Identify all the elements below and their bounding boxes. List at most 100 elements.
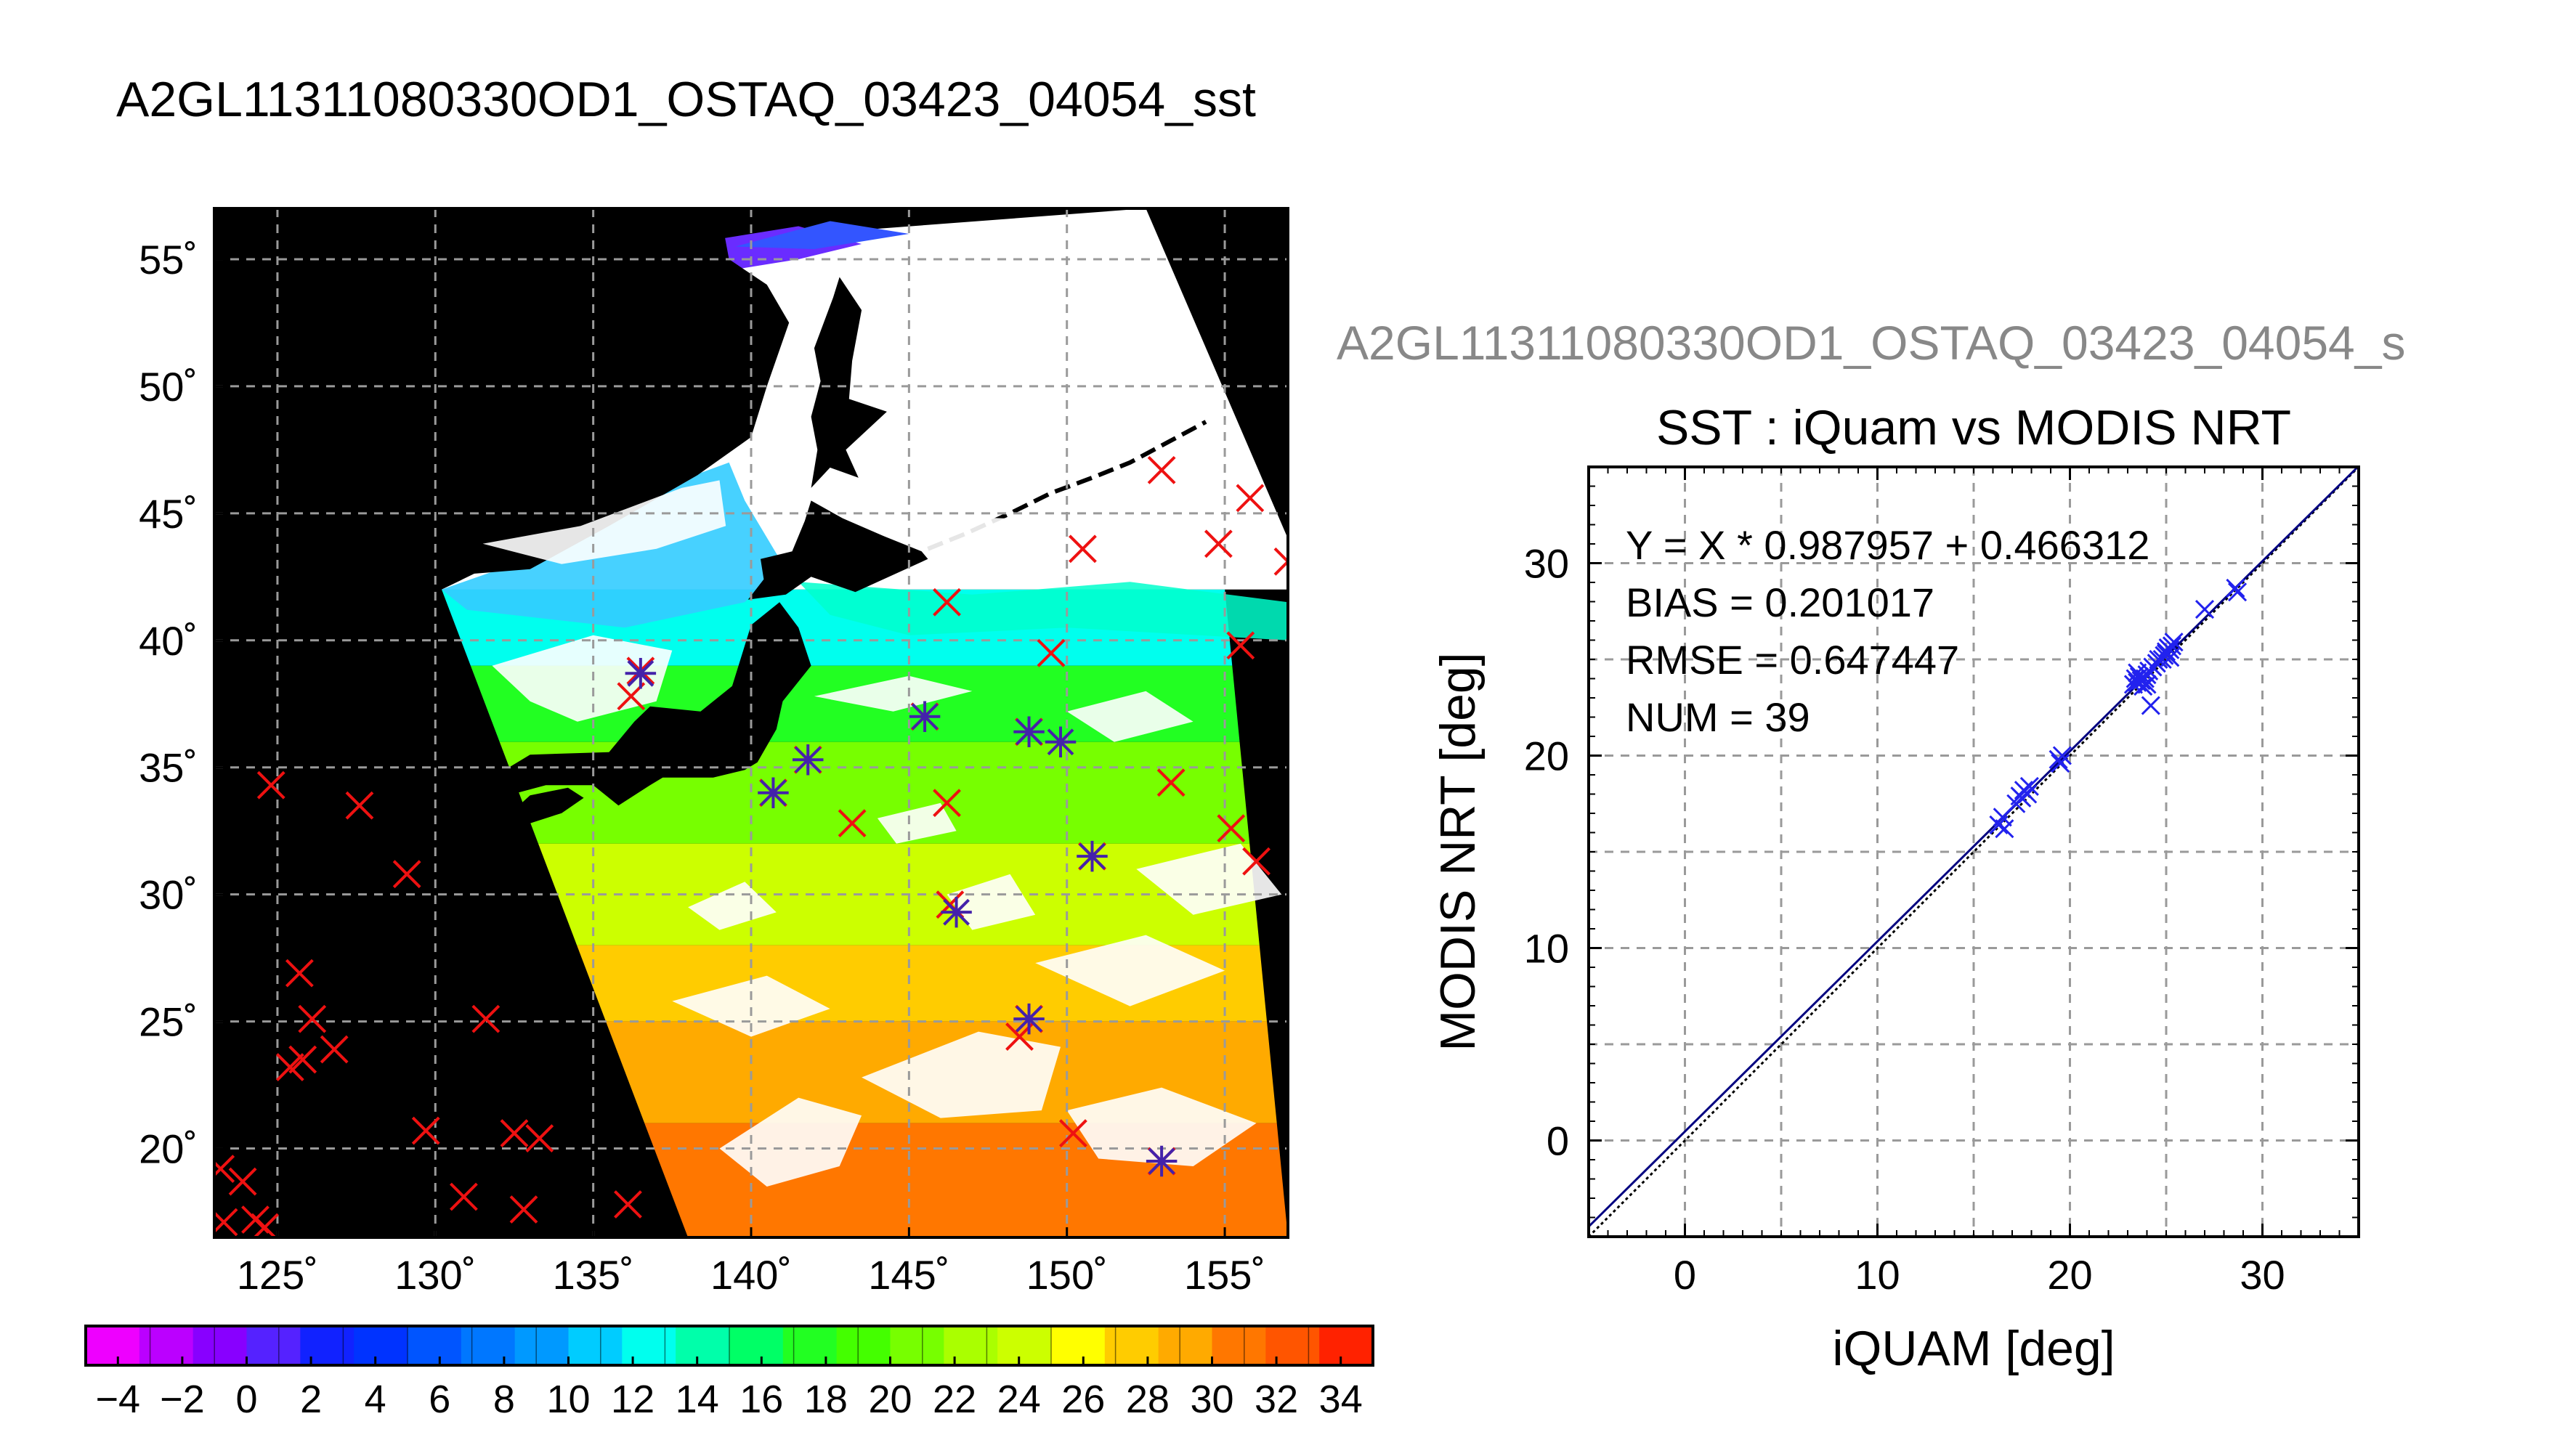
colorbar-segment [1104,1326,1159,1365]
scatter-x-tick-label: 20 [2047,1252,2092,1298]
map-y-tick-label: 30˚ [139,872,198,918]
main-title: A2GL11311080330OD1_OSTAQ_03423_04054_sst [116,72,1256,127]
matchup-marker [909,701,941,732]
cloud-patch [862,503,1194,564]
scatter-point [2147,654,2166,673]
scatter-point [2123,675,2144,694]
colorbar-tick-label: −4 [96,1378,141,1421]
colorbar-segment [1051,1326,1106,1365]
iquam-marker [345,791,374,820]
cloud-patch [1066,691,1194,742]
iquam-marker [1058,1119,1087,1147]
matchup-marker [793,744,824,776]
scatter-point [1993,808,2012,827]
scatter-ylabel: MODIS NRT [deg] [1430,652,1486,1051]
iquam-marker [1156,768,1186,797]
matchup-marker [941,896,972,928]
colorbar-tick-label: 14 [676,1378,719,1421]
land-sakhalin [811,277,887,488]
map-y-tick-label: 25˚ [139,999,198,1045]
colorbar-tick-label: 16 [739,1378,783,1421]
cloud-patch [1035,935,1225,1006]
iquam-marker [1226,631,1255,660]
iquam-marker [1069,534,1097,564]
scatter-y-tick-label: 0 [1547,1118,1569,1164]
iquam-marker [411,1116,440,1145]
cloud-patch [814,675,973,712]
map-x-tick-label: 125˚ [237,1252,318,1298]
colorbar-segment [354,1326,408,1365]
map-x-tick-label: 140˚ [710,1252,792,1298]
map-x-tick-label: 130˚ [394,1252,476,1298]
scatter-outer-title: A2GL11311080330OD1_OSTAQ_03423_04054_s [1337,316,2405,370]
colorbar-segment [997,1326,1052,1365]
scatter-point [2226,578,2245,598]
colorbar-segment [782,1326,838,1365]
cloud-patch [1136,843,1282,915]
scatter-plot: SST : iQuam vs MODIS NRT 0 10 20 300102030 … [1430,400,2360,1376]
colorbar-segment [890,1326,944,1365]
iquam-marker [1242,847,1271,876]
colorbar-tick-label: 28 [1126,1378,1170,1421]
land-kyushu [429,792,493,867]
colorbar-segment [1212,1326,1266,1365]
sst-map: 125˚ 130˚ 135˚ 140˚ 145˚ 150˚ 155˚ 20˚ 25˚ 30˚ 35… [139,207,1289,1298]
scatter-point [2019,776,2039,796]
colorbar-tick-label: 30 [1190,1378,1233,1421]
iquam-marker [256,770,285,800]
land-honshu [463,602,811,806]
colorbar-segment [408,1326,462,1365]
colorbar-segment [139,1326,194,1365]
scatter-point [2128,663,2147,683]
colorbar-segment [1158,1326,1212,1365]
land-hokkaido [747,500,928,600]
matchup-markers [625,658,1178,1177]
iquam-marker [933,587,961,617]
cloud-patch [947,874,1036,930]
iquam-marker [1273,547,1288,576]
scatter-x-tick-label: 30 [2240,1252,2285,1298]
colorbar-tick-label: 8 [493,1378,515,1421]
map-x-tick-label: 155˚ [1184,1252,1265,1298]
iquam-marker [933,789,961,818]
map-y-tick-label: 45˚ [139,491,198,537]
iquam-marker [1217,814,1246,843]
scatter-y-tick-label: 10 [1524,926,1569,972]
cloud-patch [1066,1087,1257,1166]
land-shikoku [504,787,584,823]
iquam-marker [285,959,314,988]
iquam-marker [614,1190,642,1219]
colorbar-tick-label: −2 [160,1378,205,1421]
colorbar-tick-label: 4 [365,1378,386,1421]
iquam-marker [471,1004,501,1033]
cloud-patch [482,480,726,564]
scatter-stats: Y = X * 0.987957 + 0.466312 BIAS = 0.2010… [1626,522,2149,740]
colorbar-tick-label: 22 [933,1378,976,1421]
matchup-marker [758,777,789,808]
scatter-point [2152,649,2172,670]
scatter-grid [1589,467,2359,1237]
iquam-marker [838,809,867,838]
map-y-tick-label: 55˚ [139,237,198,282]
colorbar-segment [86,1326,140,1365]
colorbar-tick-label: 6 [429,1378,450,1421]
colorbar-tick-label: 0 [235,1378,257,1421]
iquam-marker [1037,638,1066,667]
colorbar-tick-label: 20 [868,1378,912,1421]
scatter-point [2195,600,2215,619]
matchup-marker [1013,1003,1045,1035]
colorbar-segment [729,1326,784,1365]
colorbar-segment [1319,1326,1374,1365]
iquam-marker [1204,529,1233,558]
sst-cool-band-east [798,582,1288,640]
scatter-point [2051,754,2070,773]
scatter-point [2160,648,2180,667]
colorbar-tick-label: 10 [546,1378,590,1421]
scatter-title: SST : iQuam vs MODIS NRT [1656,400,2291,455]
land-mainland [214,208,790,781]
colorbar-segment [246,1326,301,1365]
cloud-patch [862,1031,1061,1118]
matchup-marker [625,658,657,689]
